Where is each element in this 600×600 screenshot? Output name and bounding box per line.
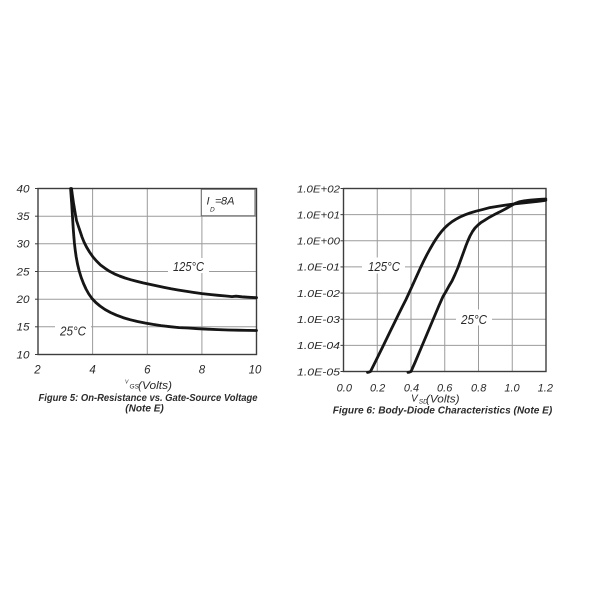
svg-text:8: 8 — [199, 365, 206, 377]
svg-text:25°C: 25°C — [460, 313, 488, 327]
svg-text:=: = — [215, 196, 222, 208]
svg-text:10: 10 — [249, 365, 262, 377]
svg-text:125°C: 125°C — [368, 260, 401, 274]
svg-text:V: V — [125, 380, 129, 386]
svg-text:0.2: 0.2 — [370, 383, 385, 395]
svg-text:35: 35 — [17, 211, 31, 223]
svg-text:1.0E-03: 1.0E-03 — [297, 315, 341, 326]
svg-text:20: 20 — [15, 294, 30, 306]
svg-text:0.4: 0.4 — [404, 383, 419, 395]
svg-text:1.0E-05: 1.0E-05 — [297, 367, 341, 378]
svg-text:SD: SD — [419, 399, 428, 406]
svg-text:8A: 8A — [221, 196, 234, 208]
svg-text:2: 2 — [33, 365, 41, 377]
svg-text:0.6: 0.6 — [437, 383, 453, 395]
svg-text:30: 30 — [17, 239, 31, 251]
svg-text:1.0E+02: 1.0E+02 — [297, 184, 340, 195]
svg-text:40: 40 — [17, 183, 31, 195]
svg-text:1.0E-02: 1.0E-02 — [297, 289, 341, 300]
svg-text:1.0E-01: 1.0E-01 — [297, 263, 340, 274]
svg-text:1.0E+01: 1.0E+01 — [297, 210, 340, 221]
svg-text:10: 10 — [17, 349, 31, 361]
svg-text:1.0E-04: 1.0E-04 — [297, 341, 341, 352]
svg-text:1.0E+00: 1.0E+00 — [297, 237, 340, 248]
svg-text:(Note E): (Note E) — [125, 403, 164, 415]
svg-text:4: 4 — [89, 365, 95, 377]
svg-text:0.0: 0.0 — [337, 383, 353, 395]
svg-text:Figure 6: Body-Diode Character: Figure 6: Body-Diode Characteristics (No… — [333, 405, 553, 417]
svg-text:D: D — [210, 207, 215, 214]
svg-text:Figure 5: On-Resistance vs. Ga: Figure 5: On-Resistance vs. Gate-Source … — [39, 392, 258, 404]
svg-text:1.2: 1.2 — [538, 383, 553, 395]
svg-text:125°C: 125°C — [173, 260, 205, 274]
svg-text:0.8: 0.8 — [471, 383, 487, 395]
svg-text:(Volts): (Volts) — [138, 380, 172, 392]
svg-text:25°C: 25°C — [59, 325, 87, 339]
svg-text:1.0: 1.0 — [504, 383, 520, 395]
svg-text:6: 6 — [144, 365, 151, 377]
svg-text:15: 15 — [17, 322, 31, 334]
svg-text:I: I — [207, 196, 210, 208]
svg-text:25: 25 — [15, 266, 30, 278]
svg-text:V: V — [411, 394, 419, 405]
svg-text:(Volts): (Volts) — [426, 394, 460, 406]
svg-text:GS: GS — [130, 384, 140, 391]
